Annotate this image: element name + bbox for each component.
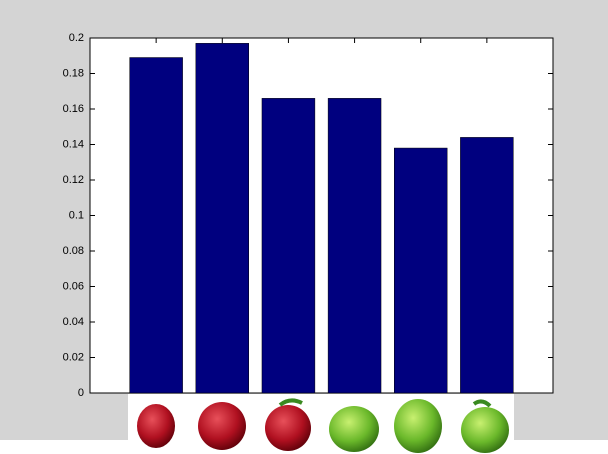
y-tick-label: 0.1 bbox=[69, 209, 84, 221]
y-tick-label: 0.02 bbox=[63, 351, 84, 363]
bar bbox=[195, 43, 249, 394]
apple bbox=[329, 406, 379, 452]
bar bbox=[129, 57, 183, 394]
image-strip bbox=[128, 394, 514, 454]
bar bbox=[460, 137, 514, 394]
apple bbox=[137, 404, 175, 448]
y-tick-label: 0.14 bbox=[63, 138, 84, 150]
y-tick-label: 0.12 bbox=[63, 174, 84, 186]
y-tick-label: 0.18 bbox=[63, 67, 84, 79]
bar bbox=[394, 147, 448, 394]
apple bbox=[198, 402, 246, 450]
y-tick-label: 0.2 bbox=[69, 32, 84, 44]
bar bbox=[327, 98, 382, 394]
y-tick-label: 0.08 bbox=[63, 245, 84, 257]
apple bbox=[461, 407, 509, 453]
y-tick-label: 0.06 bbox=[63, 280, 84, 292]
y-tick-label: 0.04 bbox=[63, 316, 84, 328]
bar bbox=[261, 98, 316, 394]
y-tick-label: 0 bbox=[78, 387, 84, 399]
leaf bbox=[278, 398, 303, 407]
apple bbox=[265, 405, 311, 451]
apple bbox=[394, 399, 442, 453]
leaf bbox=[472, 399, 492, 408]
y-tick-label: 0.16 bbox=[63, 103, 84, 115]
apple-images bbox=[137, 398, 509, 453]
